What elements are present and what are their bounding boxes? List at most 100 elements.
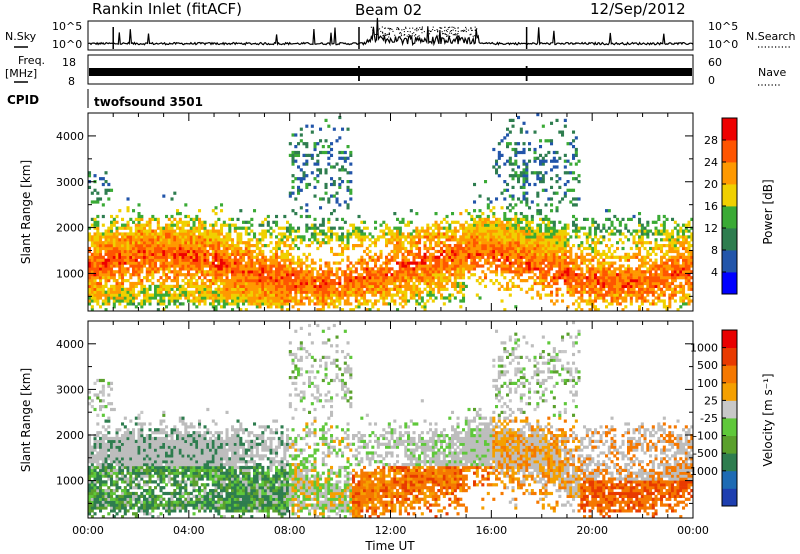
heatmap-cell	[500, 299, 504, 303]
heatmap-cell	[288, 191, 292, 195]
heatmap-cell	[165, 290, 169, 294]
heatmap-cell	[451, 212, 455, 216]
heatmap-cell	[654, 281, 658, 286]
heatmap-cell	[145, 258, 149, 262]
heatmap-cell	[228, 270, 232, 274]
heatmap-cell	[390, 273, 394, 277]
heatmap-cell	[280, 241, 284, 245]
heatmap-cell	[280, 290, 284, 294]
heatmap-cell	[302, 142, 306, 146]
heatmap-cell	[217, 284, 221, 289]
heatmap-cell	[445, 235, 449, 239]
heatmap-cell	[517, 150, 521, 155]
heatmap-cell	[313, 281, 317, 286]
heatmap-cell	[156, 220, 160, 224]
heatmap-cell	[376, 290, 380, 294]
heatmap-cell	[104, 299, 108, 303]
heatmap-cell	[236, 264, 240, 268]
heatmap-cell	[258, 241, 262, 245]
heatmap-cell	[148, 258, 152, 262]
heatmap-cell	[154, 252, 158, 257]
heatmap-cell	[319, 127, 323, 131]
heatmap-cell	[233, 293, 237, 297]
heatmap-cell	[321, 273, 325, 277]
heatmap-cell	[140, 267, 144, 271]
heatmap-cell	[517, 258, 521, 262]
heatmap-cell	[187, 246, 191, 251]
heatmap-cell	[508, 249, 512, 254]
heatmap-cell	[308, 284, 312, 289]
heatmap-cell	[462, 293, 466, 297]
heatmap-cell	[572, 287, 576, 291]
heatmap-cell	[547, 273, 551, 277]
heatmap-cell	[649, 229, 653, 233]
heatmap-cell	[668, 296, 672, 300]
heatmap-cell	[613, 299, 617, 303]
heatmap-cell	[137, 244, 141, 248]
heatmap-cell	[415, 284, 419, 289]
heatmap-cell	[401, 299, 405, 303]
heatmap-cell	[374, 299, 378, 303]
heatmap-cell	[184, 249, 188, 254]
heatmap-cell	[660, 281, 664, 286]
heatmap-cell	[110, 244, 114, 248]
heatmap-cell	[522, 279, 526, 283]
heatmap-cell	[596, 249, 600, 254]
heatmap-cell	[349, 273, 353, 277]
heatmap-cell	[418, 241, 422, 245]
heatmap-cell	[173, 255, 177, 259]
heatmap-cell	[412, 252, 416, 257]
heatmap-cell	[167, 284, 171, 289]
heatmap-cell	[327, 226, 331, 230]
heatmap-cell	[541, 258, 545, 262]
heatmap-cell	[555, 238, 559, 242]
heatmap-cell	[495, 279, 499, 283]
heatmap-cell	[176, 258, 180, 262]
heatmap-cell	[387, 287, 391, 291]
heatmap-cell	[156, 241, 160, 245]
heatmap-cell	[555, 180, 559, 184]
heatmap-cell	[88, 267, 92, 271]
heatmap-cell	[247, 261, 251, 265]
heatmap-cell	[200, 281, 204, 286]
heatmap-cell	[272, 252, 276, 257]
heatmap-cell	[646, 276, 650, 280]
heatmap-cell	[541, 177, 545, 181]
heatmap-cell	[206, 252, 210, 257]
heatmap-cell	[539, 258, 543, 262]
heatmap-cell	[401, 264, 405, 268]
heatmap-cell	[396, 229, 400, 233]
heatmap-cell	[492, 147, 496, 152]
heatmap-cell	[459, 305, 463, 309]
heatmap-cell	[176, 284, 180, 289]
heatmap-cell	[200, 249, 204, 254]
heatmap-cell	[214, 267, 218, 271]
heatmap-cell	[255, 270, 259, 274]
heatmap-cell	[635, 267, 639, 271]
heatmap-cell	[591, 305, 595, 309]
heatmap-cell	[404, 302, 408, 306]
heatmap-cell	[522, 142, 526, 146]
heatmap-cell	[503, 270, 507, 274]
heatmap-cell	[324, 273, 328, 277]
heatmap-cell	[88, 299, 92, 303]
heatmap-cell	[214, 270, 218, 274]
heatmap-cell	[621, 264, 625, 268]
heatmap-cell	[393, 238, 397, 242]
heatmap-cell	[503, 241, 507, 245]
heatmap-cell	[176, 279, 180, 283]
heatmap-cell	[258, 223, 262, 227]
heatmap-cell	[473, 241, 477, 245]
heatmap-cell	[178, 229, 182, 233]
date-title: 12/Sep/2012	[590, 0, 686, 18]
heatmap-cell	[154, 232, 158, 236]
heatmap-cell	[231, 308, 235, 311]
heatmap-cell	[170, 252, 174, 257]
heatmap-cell	[379, 255, 383, 259]
heatmap-cell	[200, 273, 204, 277]
heatmap-cell	[519, 255, 523, 259]
heatmap-cell	[558, 261, 562, 265]
heatmap-cell	[195, 258, 199, 262]
heatmap-cell	[423, 267, 427, 271]
heatmap-cell	[599, 261, 603, 265]
